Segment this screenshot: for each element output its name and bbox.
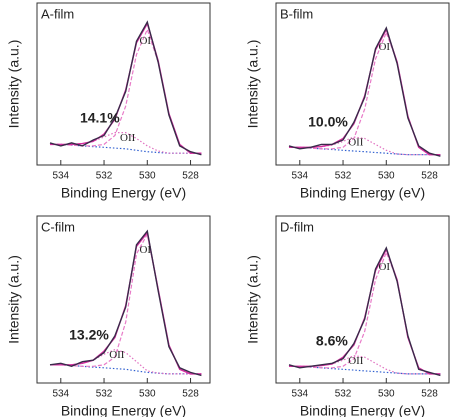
x-tick-label: 530 (139, 389, 156, 400)
x-tick-label: 528 (421, 389, 438, 400)
peak-label: OII (120, 132, 136, 144)
peak-label: OI (378, 41, 390, 53)
y-axis-label: Intensity (a.u.) (245, 255, 261, 344)
curve (50, 143, 202, 154)
panel-title: C-film (41, 219, 75, 234)
y-axis-label: Intensity (a.u.) (6, 40, 22, 129)
peak-label: OII (348, 355, 364, 367)
x-tick-label: 534 (52, 171, 69, 182)
percent-label: 14.1% (80, 109, 120, 125)
x-tick-label: 532 (335, 389, 352, 400)
x-axis-label: Binding Energy (eV) (300, 403, 425, 417)
x-tick-label: 532 (335, 171, 352, 182)
x-tick-label: 530 (139, 171, 156, 182)
y-axis-label: Intensity (a.u.) (6, 255, 22, 344)
x-tick-label: 532 (96, 389, 113, 400)
panel-title: D-film (280, 219, 314, 234)
x-tick-label: 528 (182, 389, 199, 400)
x-tick-label: 530 (378, 389, 395, 400)
plot-frame (275, 215, 450, 384)
plot-frame (275, 2, 450, 166)
x-tick-label: 530 (378, 171, 395, 182)
panel-title: B-film (280, 6, 313, 21)
curve (50, 348, 202, 375)
curve (289, 146, 441, 156)
plot-frame (36, 2, 211, 166)
peak-label: OI (139, 35, 151, 47)
curve (289, 250, 441, 375)
curve (49, 20, 202, 156)
curve (289, 247, 441, 375)
peak-label: OI (378, 261, 390, 273)
peak-label: OII (348, 137, 364, 149)
plot-frame (36, 215, 211, 384)
x-tick-label: 528 (182, 171, 199, 182)
percent-label: 13.2% (69, 326, 109, 342)
x-tick-label: 532 (96, 171, 113, 182)
percent-label: 8.6% (316, 332, 348, 348)
x-tick-label: 534 (291, 389, 308, 400)
x-axis-label: Binding Energy (eV) (61, 185, 186, 201)
curve (288, 26, 441, 157)
percent-label: 10.0% (308, 114, 348, 130)
x-axis-label: Binding Energy (eV) (61, 403, 186, 417)
curve (289, 27, 441, 156)
peak-label: OI (139, 244, 151, 256)
x-tick-label: 528 (421, 171, 438, 182)
y-axis-label: Intensity (a.u.) (245, 40, 261, 129)
peak-label: OII (109, 349, 125, 361)
x-tick-label: 534 (52, 389, 69, 400)
curve (288, 246, 441, 377)
curve (49, 229, 202, 377)
panel-title: A-film (41, 6, 74, 21)
x-axis-label: Binding Energy (eV) (300, 185, 425, 201)
x-tick-label: 534 (291, 171, 308, 182)
